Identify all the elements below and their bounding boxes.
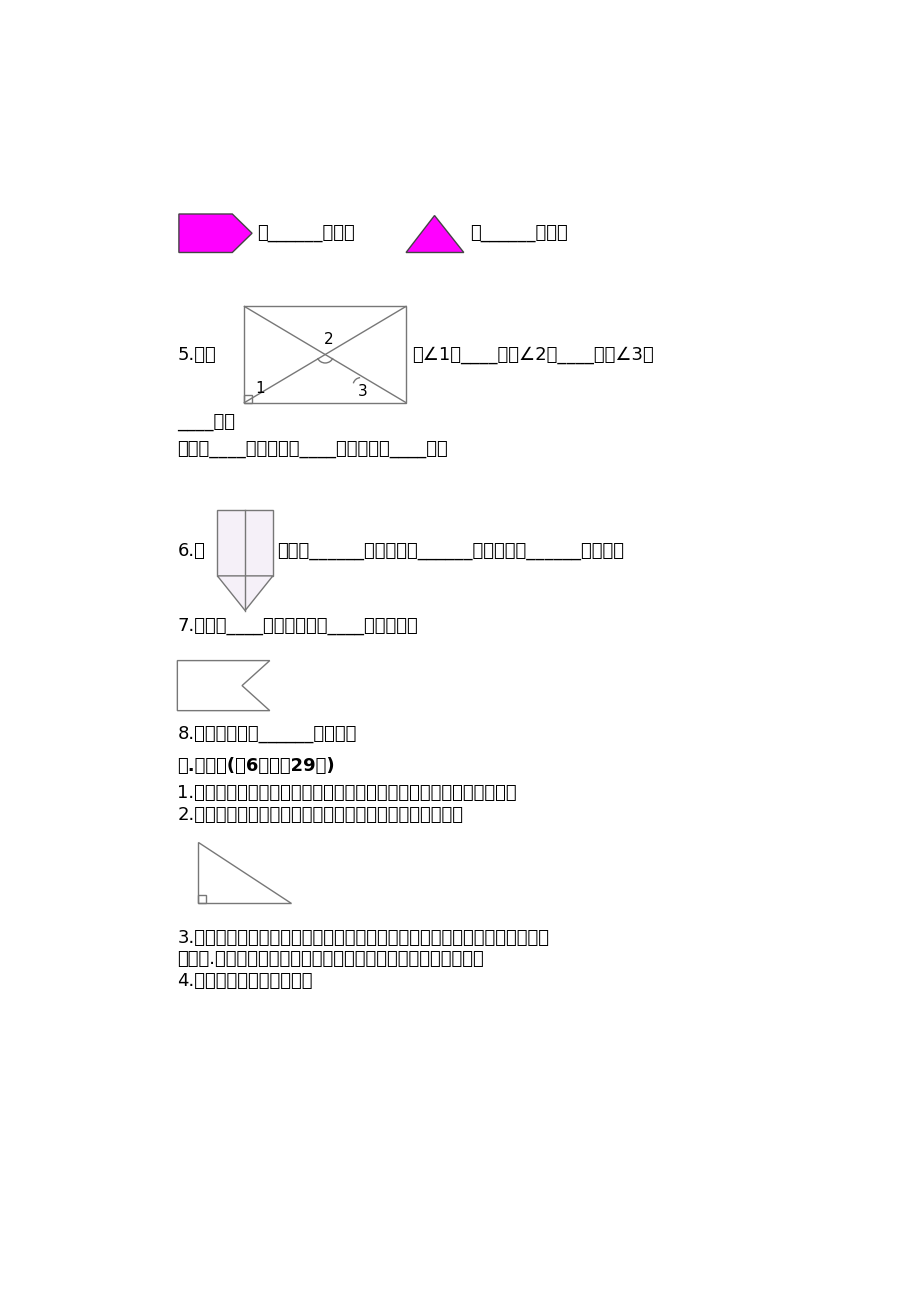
Text: ____角。: ____角。 — [177, 413, 235, 431]
Text: 有______个角；: 有______个角； — [256, 224, 354, 242]
Polygon shape — [217, 575, 273, 611]
Text: 锐角有____个，直角有____个，钝角有____个。: 锐角有____个，直角有____个，钝角有____个。 — [177, 440, 448, 458]
Text: 有______个角。: 有______个角。 — [470, 224, 567, 242]
Text: 四.解答题(共6题，共29分): 四.解答题(共6题，共29分) — [177, 756, 335, 775]
Text: 6.图: 6.图 — [177, 542, 205, 560]
Polygon shape — [178, 214, 252, 253]
Text: ，∠1是____角，∠2是____角，∠3是: ，∠1是____角，∠2是____角，∠3是 — [412, 345, 653, 363]
Polygon shape — [198, 841, 290, 904]
Text: 2: 2 — [323, 332, 334, 346]
Polygon shape — [177, 660, 269, 711]
Text: 中，有______个直角，有______个锐角，有______个钝角。: 中，有______个直角，有______个锐角，有______个钝角。 — [278, 542, 624, 560]
Text: 3.角也是有大小的，为了准确测量出角的大小，就要使用统一的计量单位和度: 3.角也是有大小的，为了准确测量出角的大小，就要使用统一的计量单位和度 — [177, 928, 549, 947]
Text: 8.黑板的表面有______个直角。: 8.黑板的表面有______个直角。 — [177, 725, 357, 742]
Polygon shape — [405, 216, 463, 253]
Text: 5.图中: 5.图中 — [177, 345, 216, 363]
Text: 量工具.那么角的度量工具是什么？计量单位又是如何规定的呢？: 量工具.那么角的度量工具是什么？计量单位又是如何规定的呢？ — [177, 950, 483, 969]
Text: 3: 3 — [357, 384, 367, 398]
Text: 1.把一张正方形纸片剪去一个角，剩下的部分有几个角？有几个直角？: 1.把一张正方形纸片剪去一个角，剩下的部分有几个角？有几个直角？ — [177, 784, 516, 802]
Polygon shape — [217, 510, 273, 575]
Polygon shape — [244, 306, 405, 402]
Text: 2.下面的图形是几边形？有几个角？是直角的要画上标记。: 2.下面的图形是几边形？有几个角？是直角的要画上标记。 — [177, 806, 463, 824]
Text: 7.图中有____个角，其中有____个是直角。: 7.图中有____个角，其中有____个是直角。 — [177, 617, 417, 635]
Text: 4.数一数图中有几个直角？: 4.数一数图中有几个直角？ — [177, 971, 312, 990]
Text: 1: 1 — [255, 381, 265, 396]
